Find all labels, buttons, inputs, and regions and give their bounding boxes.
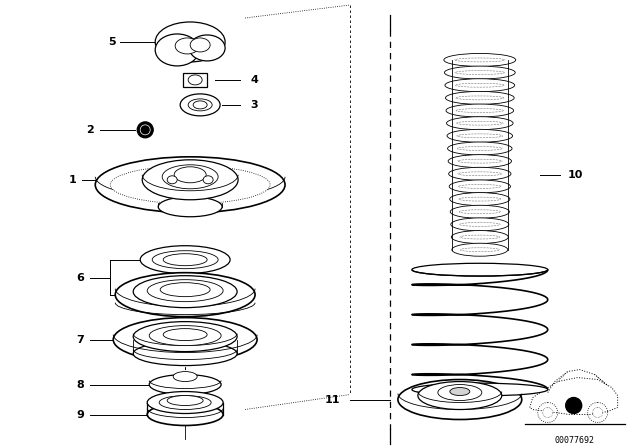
Text: 7: 7 (76, 335, 84, 345)
Ellipse shape (188, 75, 202, 85)
Ellipse shape (133, 322, 237, 352)
Ellipse shape (147, 280, 223, 302)
Ellipse shape (147, 404, 223, 426)
Ellipse shape (193, 101, 207, 109)
Circle shape (538, 402, 557, 422)
Ellipse shape (174, 167, 206, 183)
Ellipse shape (447, 129, 513, 142)
Ellipse shape (159, 396, 211, 409)
Ellipse shape (167, 176, 177, 184)
FancyBboxPatch shape (183, 73, 207, 87)
Ellipse shape (147, 392, 223, 414)
Ellipse shape (398, 379, 522, 419)
Ellipse shape (450, 388, 470, 396)
Ellipse shape (155, 22, 225, 62)
Ellipse shape (447, 116, 513, 129)
Ellipse shape (190, 38, 210, 52)
Ellipse shape (203, 176, 213, 184)
Ellipse shape (412, 383, 548, 396)
Ellipse shape (110, 166, 270, 204)
Ellipse shape (188, 99, 212, 111)
Ellipse shape (189, 35, 225, 61)
Text: 8: 8 (76, 379, 84, 390)
Ellipse shape (451, 218, 509, 231)
Ellipse shape (452, 243, 508, 256)
Ellipse shape (133, 276, 237, 308)
Ellipse shape (445, 79, 515, 92)
Ellipse shape (449, 167, 511, 180)
Ellipse shape (115, 273, 255, 317)
Text: 3: 3 (250, 100, 258, 110)
Text: 1: 1 (68, 175, 76, 185)
Ellipse shape (450, 193, 510, 206)
Text: 5: 5 (108, 37, 116, 47)
Ellipse shape (113, 318, 257, 362)
Circle shape (593, 408, 603, 418)
Ellipse shape (167, 396, 203, 405)
Ellipse shape (162, 165, 218, 189)
Ellipse shape (149, 375, 221, 395)
Ellipse shape (142, 160, 238, 200)
Ellipse shape (418, 382, 502, 409)
Text: 4: 4 (250, 75, 258, 85)
Ellipse shape (449, 180, 511, 193)
Text: 00077692: 00077692 (555, 436, 595, 445)
Ellipse shape (140, 246, 230, 274)
Ellipse shape (137, 122, 153, 138)
Ellipse shape (133, 341, 237, 366)
Ellipse shape (451, 231, 508, 244)
Ellipse shape (175, 38, 199, 54)
Ellipse shape (448, 155, 511, 168)
Ellipse shape (152, 251, 218, 269)
Circle shape (566, 397, 582, 414)
Ellipse shape (95, 157, 285, 213)
Text: 11: 11 (324, 395, 340, 405)
Ellipse shape (140, 125, 150, 135)
Text: 6: 6 (76, 273, 84, 283)
Ellipse shape (445, 91, 514, 104)
Ellipse shape (444, 66, 515, 79)
Ellipse shape (149, 326, 221, 345)
Ellipse shape (180, 94, 220, 116)
Circle shape (588, 402, 607, 422)
Ellipse shape (163, 329, 207, 340)
Ellipse shape (451, 205, 509, 218)
Text: 2: 2 (86, 125, 94, 135)
Ellipse shape (158, 197, 222, 217)
Ellipse shape (446, 104, 514, 117)
Ellipse shape (412, 263, 548, 276)
Ellipse shape (444, 53, 516, 66)
Ellipse shape (438, 384, 482, 401)
Text: 9: 9 (76, 409, 84, 419)
Text: 10: 10 (568, 170, 583, 180)
Ellipse shape (447, 142, 512, 155)
Ellipse shape (173, 371, 197, 382)
Ellipse shape (160, 283, 210, 297)
Ellipse shape (155, 34, 199, 66)
Ellipse shape (163, 254, 207, 266)
Circle shape (543, 408, 553, 418)
